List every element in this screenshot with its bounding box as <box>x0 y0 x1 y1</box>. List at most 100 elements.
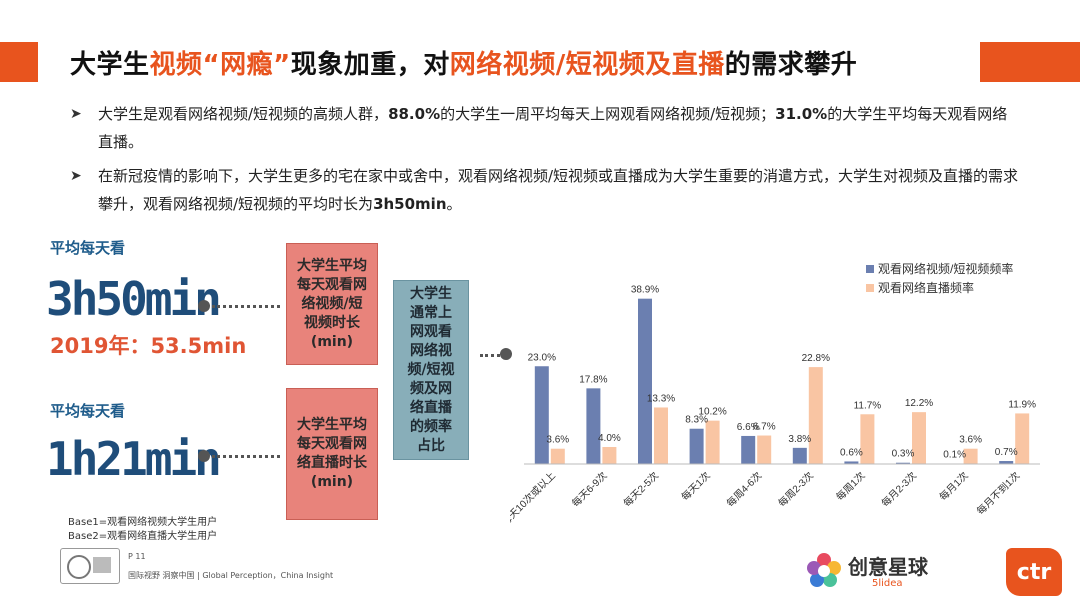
slogan: 国际视野 洞察中国 | Global Perception，China Insi… <box>128 571 334 580</box>
data-label: 22.8% <box>802 353 830 364</box>
avg-label-video: 平均每天看 <box>50 239 126 257</box>
category-label: 每月不到1次 <box>974 469 1022 517</box>
title-accent-left <box>0 42 38 82</box>
bullet-value: 3h50min <box>373 195 447 213</box>
category-label: 每周4-6次 <box>724 469 765 510</box>
box-live-duration: 大学生平均每天观看网络直播时长(min) <box>286 388 378 520</box>
data-label: 3.8% <box>788 434 811 445</box>
connector-dot <box>500 348 512 360</box>
connector-dot <box>198 450 210 462</box>
avg-time-live: 1h21min <box>46 432 222 486</box>
seal-icon <box>67 555 91 579</box>
arrow-icon: ➤ <box>70 106 82 122</box>
prev-year-value: 2019年：53.5min <box>50 334 247 358</box>
legend-label: 观看网络视频/短视频频率 <box>878 262 1013 276</box>
data-label: 38.9% <box>631 285 659 296</box>
flower-icon <box>807 553 841 587</box>
bullet-value: 88.0% <box>388 105 441 123</box>
avg-label-live: 平均每天看 <box>50 402 126 420</box>
data-label: 0.3% <box>892 449 915 460</box>
bar-video-7 <box>896 462 910 464</box>
data-label: 3.6% <box>546 435 569 446</box>
data-label: 3.6% <box>959 435 982 446</box>
bar-video-4 <box>741 435 756 464</box>
page-title: 大学生视频“网瘾”现象加重，对网络视频/短视频及直播的需求攀升 <box>70 44 857 81</box>
bullet-text: 的大学生平均每天观看网络直播。 <box>98 105 1008 151</box>
data-label: 0.7% <box>995 447 1018 458</box>
category-label: 每天10次或以上 <box>510 469 558 528</box>
bullet-item: ➤ 在新冠疫情的影响下，大学生更多的宅在家中或舍中，观看网络视频/短视频或直播成… <box>70 162 1020 218</box>
bullet-text: 在新冠疫情的影响下，大学生更多的宅在家中或舍中，观看网络视频/短视频或直播成为大… <box>98 167 1019 213</box>
category-label: 每天2-5次 <box>620 469 661 510</box>
title-highlight: 网络视频/短视频及直播 <box>449 50 725 80</box>
title-bar: 大学生视频“网瘾”现象加重，对网络视频/短视频及直播的需求攀升 <box>0 30 1080 94</box>
bullet-item: ➤ 大学生是观看网络视频/短视频的高频人群，88.0%的大学生一周平均每天上网观… <box>70 100 1020 156</box>
data-label: 0.1% <box>943 450 966 461</box>
bar-live-4 <box>757 435 772 464</box>
data-label: 23.0% <box>528 352 556 363</box>
bar-video-2 <box>638 298 652 464</box>
title-highlight: 视频“网瘾” <box>149 50 291 80</box>
data-label: 17.8% <box>579 374 607 385</box>
title-part: 的需求攀升 <box>724 50 858 80</box>
bar-live-8 <box>963 448 978 464</box>
bullet-text: 的大学生一周平均每天上网观看网络视频/短视频； <box>440 105 776 123</box>
ctr-logo: ctr <box>1006 548 1062 596</box>
category-label: 每天6-9次 <box>569 469 610 510</box>
page-number: P 11 <box>128 552 146 561</box>
data-label: 0.6% <box>840 447 863 458</box>
connector-line <box>480 354 500 357</box>
data-label: 6.6% <box>737 422 760 433</box>
bar-live-7 <box>912 412 926 464</box>
data-label: 6.7% <box>753 422 776 433</box>
bar-video-1 <box>586 388 601 464</box>
title-part: 现象加重，对 <box>290 50 450 80</box>
bar-video-0 <box>534 366 549 464</box>
bar-live-2 <box>654 407 668 464</box>
base2-note: Base2=观看网络直播大学生用户 <box>68 531 218 542</box>
data-label: 8.3% <box>685 415 708 426</box>
bar-live-1 <box>602 447 617 464</box>
base1-note: Base1=观看网络视频大学生用户 <box>68 517 218 528</box>
bar-video-3 <box>689 428 704 464</box>
bullet-text: 大学生是观看网络视频/短视频的高频人群， <box>98 105 389 123</box>
certification-logo <box>60 548 120 584</box>
connector-dot <box>198 300 210 312</box>
category-label: 每天1次 <box>678 469 712 503</box>
data-label: 4.0% <box>598 433 621 444</box>
data-label: 11.9% <box>1008 399 1036 410</box>
bullet-list: ➤ 大学生是观看网络视频/短视频的高频人群，88.0%的大学生一周平均每天上网观… <box>70 100 1020 224</box>
data-label: 10.2% <box>698 407 726 418</box>
bar-video-5 <box>792 447 807 464</box>
bar-video-9 <box>999 461 1014 464</box>
box-video-duration: 大学生平均每天观看网络视频/短视频时长(min) <box>286 243 378 365</box>
box-frequency: 大学生通常上网观看网络视频/短视频及网络直播的频率占比 <box>393 280 469 460</box>
data-label: 13.3% <box>647 393 675 404</box>
bar-live-6 <box>860 414 875 464</box>
connector-line <box>212 455 280 458</box>
title-part: 大学生 <box>70 50 150 80</box>
category-label: 每周1次 <box>833 469 867 503</box>
category-label: 每月1次 <box>936 469 970 503</box>
bar-video-6 <box>844 461 859 464</box>
arrow-icon: ➤ <box>70 168 82 184</box>
bar-live-3 <box>705 420 720 464</box>
bar-live-0 <box>550 448 565 464</box>
legend-label: 观看网络直播频率 <box>878 280 974 295</box>
bar-live-9 <box>1015 413 1030 464</box>
connector-line <box>212 305 280 308</box>
data-label: 11.7% <box>854 400 882 411</box>
brand-flower-logo <box>804 550 844 590</box>
avg-time-video: 3h50min <box>46 272 222 326</box>
brand-name-cn: 创意星球 <box>848 555 928 579</box>
category-label: 每周2-3次 <box>775 469 816 510</box>
legend-swatch <box>866 284 874 292</box>
bullet-value: 31.0% <box>775 105 828 123</box>
bar-live-5 <box>808 367 823 464</box>
brand-name-en: 5lidea <box>872 578 903 589</box>
badge-icon <box>93 557 111 573</box>
title-accent-right <box>980 42 1080 82</box>
frequency-bar-chart: 23.0% 3.6% 17.8% 4.0% 38.9% 13.3% 8.3%10.2% 6.6… <box>510 262 1040 528</box>
category-label: 每月2-3次 <box>878 469 919 510</box>
data-label: 12.2% <box>905 398 933 409</box>
